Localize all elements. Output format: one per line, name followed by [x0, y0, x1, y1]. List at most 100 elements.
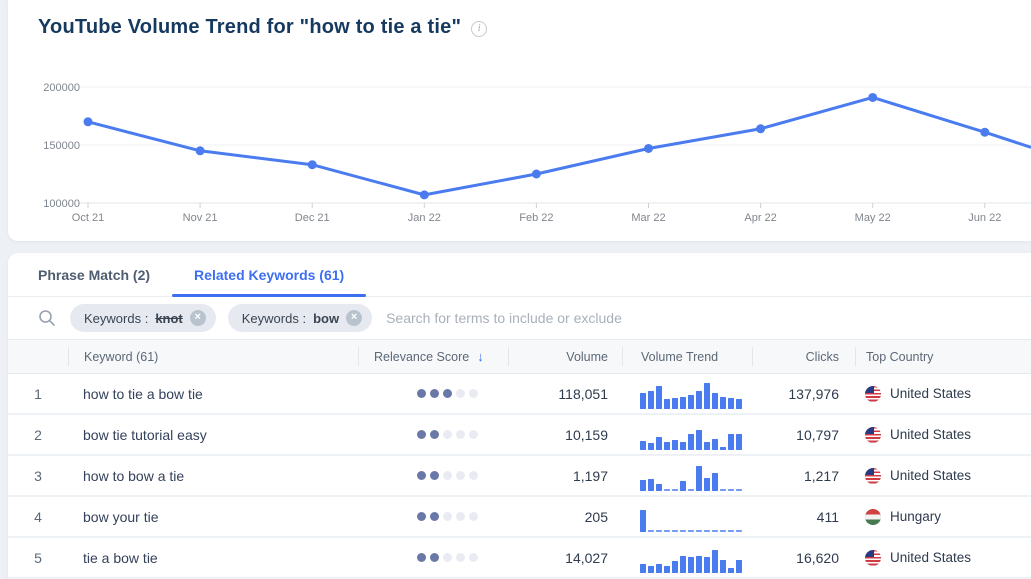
trend-bar: [712, 549, 718, 573]
trend-bar: [680, 529, 686, 532]
header-clicks[interactable]: Clicks: [752, 347, 855, 366]
tab-phrase-match[interactable]: Phrase Match (2): [38, 266, 151, 283]
trend-bar: [696, 529, 702, 532]
x-axis-tick-label: Apr 22: [744, 212, 776, 224]
volume-cell: 14,027: [565, 549, 608, 566]
trend-bar: [688, 433, 694, 450]
relevance-dot-filled: [417, 471, 426, 480]
trend-bar: [664, 529, 670, 532]
chip-label: Keywords :: [241, 310, 307, 326]
trend-bar: [672, 529, 678, 532]
top-country-cell: United States: [855, 549, 1031, 566]
data-point[interactable]: [83, 117, 93, 127]
trend-bar: [664, 488, 670, 491]
search-icon: [38, 309, 56, 327]
trend-bar: [656, 563, 662, 573]
trend-bar: [712, 438, 718, 450]
x-axis-tick-label: Feb 22: [519, 212, 553, 224]
relevance-dots: [417, 553, 508, 562]
relevance-dot-empty: [469, 512, 478, 521]
filter-chip[interactable]: Keywords : knot ×: [70, 304, 216, 332]
chip-remove-icon[interactable]: ×: [189, 310, 206, 326]
trend-bar: [704, 441, 710, 450]
volume-trend-cell: [622, 420, 752, 450]
data-point[interactable]: [980, 127, 990, 137]
trend-bar: [688, 394, 694, 409]
relevance-dot-empty: [469, 553, 478, 562]
trend-bar: [736, 398, 742, 409]
chip-remove-icon[interactable]: ×: [346, 310, 363, 326]
relevance-dots: [417, 471, 508, 480]
header-relevance-score[interactable]: Relevance Score ↓: [358, 347, 508, 366]
volume-trend-cell: [622, 379, 752, 409]
trend-bar: [712, 392, 718, 409]
relevance-dot-empty: [456, 389, 465, 398]
relevance-dot-empty: [469, 471, 478, 480]
x-axis-tick-label: Jan 22: [408, 212, 441, 224]
trend-bar: [712, 529, 718, 532]
table-row[interactable]: 3 how to bow a tie 1,197 1,217 United St…: [8, 456, 1031, 497]
keyword-cell[interactable]: how to tie a bow tie: [83, 385, 203, 402]
header-volume[interactable]: Volume: [508, 347, 622, 366]
keyword-cell[interactable]: how to bow a tie: [83, 467, 185, 484]
info-icon[interactable]: i: [471, 20, 488, 37]
volume-trend-cell: [622, 461, 752, 491]
relevance-dot-empty: [456, 430, 465, 439]
sort-desc-icon[interactable]: ↓: [477, 349, 484, 364]
data-point[interactable]: [419, 190, 429, 200]
trend-bar: [688, 529, 694, 532]
trend-bar: [696, 555, 702, 573]
table-row[interactable]: 4 bow your tie 205 411 Hungary: [8, 497, 1031, 538]
top-country-cell: United States: [855, 467, 1031, 484]
data-point[interactable]: [756, 124, 766, 134]
tabbar: Phrase Match (2) Related Keywords (61): [8, 253, 1031, 297]
trend-bar: [736, 433, 742, 450]
trend-bar: [720, 529, 726, 532]
trend-mini-bar-chart: [640, 464, 752, 491]
keyword-cell[interactable]: tie a bow tie: [83, 549, 158, 566]
volume-trend-cell: [622, 543, 752, 573]
relevance-cell: [358, 430, 508, 439]
relevance-dot-filled: [430, 471, 439, 480]
row-rank: 3: [34, 467, 42, 484]
table-row[interactable]: 2 bow tie tutorial easy 10,159 10,797 Un…: [8, 415, 1031, 456]
relevance-dot-filled: [417, 430, 426, 439]
trend-bar: [720, 559, 726, 573]
relevance-dots: [417, 430, 508, 439]
country-name: United States: [890, 386, 972, 401]
x-axis-tick-label: May 22: [855, 212, 891, 224]
header-rank: [8, 347, 68, 366]
trend-bar: [648, 390, 654, 409]
data-point[interactable]: [644, 143, 653, 153]
trend-bar: [728, 397, 734, 409]
table-row[interactable]: 5 tie a bow tie 14,027 16,620 United Sta…: [8, 538, 1031, 579]
chip-value: knot: [155, 310, 183, 326]
trend-bar: [680, 480, 686, 491]
data-point[interactable]: [531, 169, 541, 179]
filter-chip[interactable]: Keywords : bow ×: [227, 304, 373, 332]
relevance-cell: [358, 471, 508, 480]
data-point[interactable]: [307, 160, 317, 170]
relevance-dot-empty: [443, 430, 452, 439]
keyword-cell[interactable]: bow tie tutorial easy: [83, 426, 207, 443]
tab-related-keywords[interactable]: Related Keywords (61): [172, 253, 367, 297]
trend-bar: [672, 397, 678, 409]
trend-bar: [736, 529, 742, 532]
relevance-cell: [358, 553, 508, 562]
search-input[interactable]: [386, 310, 1031, 326]
relevance-dot-filled: [430, 553, 439, 562]
trend-bar: [640, 509, 646, 532]
trend-bar: [640, 392, 646, 409]
data-point[interactable]: [195, 146, 205, 156]
trend-bar: [656, 436, 662, 450]
trend-bar: [640, 563, 646, 573]
data-point[interactable]: [868, 92, 878, 102]
trend-bar: [704, 382, 710, 409]
row-rank: 1: [34, 385, 42, 402]
country-name: United States: [890, 468, 972, 483]
header-keyword[interactable]: Keyword (61): [68, 347, 358, 366]
relevance-dot-filled: [443, 389, 452, 398]
trend-bar: [696, 465, 702, 491]
keyword-cell[interactable]: bow your tie: [83, 508, 159, 525]
table-row[interactable]: 1 how to tie a bow tie 118,051 137,976 U…: [8, 374, 1031, 415]
